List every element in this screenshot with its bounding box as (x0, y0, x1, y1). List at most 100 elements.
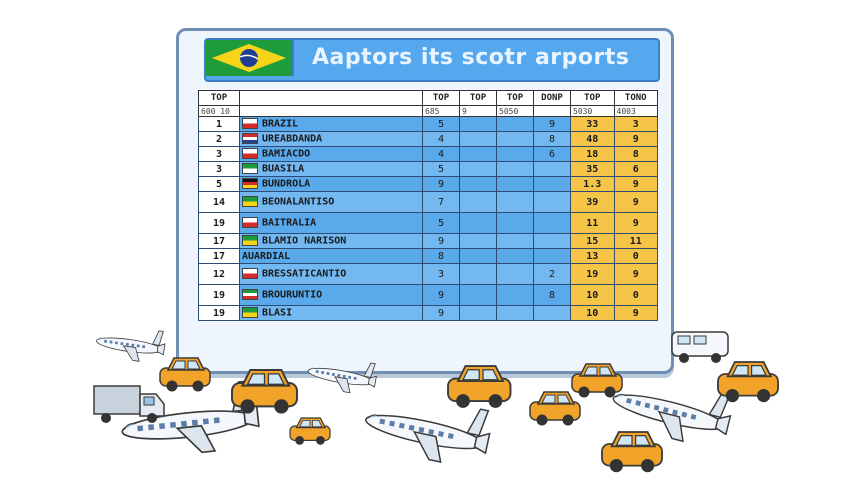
value-cell (459, 305, 497, 321)
rank-cell: 2 (198, 131, 240, 147)
value-cell (459, 248, 497, 264)
column-header: TOP (422, 90, 460, 106)
airport-name-label: BROURUNTIO (262, 289, 323, 301)
airport-name-label: UREABDANDA (262, 133, 323, 145)
airport-name-label: AUARDIAL (242, 250, 291, 262)
car-icon (159, 357, 211, 393)
value-cell (496, 116, 534, 132)
column-header: TONO (613, 90, 658, 106)
value-cell: 8 (533, 131, 571, 147)
airport-name-cell: BLAMIO NARISON (239, 233, 423, 249)
airport-name-label: BUASILA (262, 163, 305, 175)
country-flag-icon (242, 163, 258, 175)
value-cell (459, 263, 497, 285)
truck-icon (93, 385, 165, 423)
airport-name-label: BLASI (262, 307, 293, 319)
country-flag-icon (242, 148, 258, 160)
car-icon (289, 417, 331, 446)
gold-value-cell: 10 (570, 305, 615, 321)
airport-name-cell: BROURUNTIO (239, 284, 423, 306)
rank-cell: 5 (198, 176, 240, 192)
table-row: 3 BAMIACDO 4 6 18 8 (198, 146, 658, 162)
value-cell (533, 248, 571, 264)
airport-name-cell: BAITRALIA (239, 212, 423, 234)
airport-name-cell: BEONALANTISO (239, 191, 423, 213)
table-header-row: TOP TOP TOP TOP DONP TOP TONO (198, 90, 658, 106)
gold-value-cell: 8 (613, 146, 658, 162)
country-flag-icon (242, 178, 258, 190)
value-cell: 9 (422, 305, 460, 321)
gold-value-cell: 11 (613, 233, 658, 249)
value-cell: 5 (422, 161, 460, 177)
table-row: 2 UREABDANDA 4 8 48 9 (198, 131, 658, 147)
table-row: 19 BROURUNTIO 9 8 10 0 (198, 284, 658, 306)
gold-value-cell: 6 (613, 161, 658, 177)
gold-value-cell: 33 (570, 116, 615, 132)
value-cell: 9 (422, 284, 460, 306)
table-row: 17 BLAMIO NARISON 9 15 11 (198, 233, 658, 249)
gold-value-cell: 0 (613, 248, 658, 264)
country-flag-icon (242, 118, 258, 130)
rank-cell: 14 (198, 191, 240, 213)
column-header: DONP (533, 90, 571, 106)
value-cell: 9 (422, 176, 460, 192)
column-header: TOP (459, 90, 497, 106)
gold-value-cell: 9 (613, 305, 658, 321)
table-row: 14 BEONALANTISO 7 39 9 (198, 191, 658, 213)
board-title: Aaptors its scotr arports (312, 45, 630, 70)
gold-value-cell: 11 (570, 212, 615, 234)
value-cell (459, 161, 497, 177)
airplane-icon (94, 321, 168, 365)
column-header (239, 90, 423, 106)
gold-value-cell: 9 (613, 212, 658, 234)
table-body: 600 10 685 9 5050 5030 4003 1 BRAZIL 5 9 33 3… (198, 105, 658, 321)
gold-value-cell: 35 (570, 161, 615, 177)
country-flag-icon (242, 289, 258, 301)
airport-name-label: BUNDROLA (262, 178, 311, 190)
gold-value-cell: 0 (613, 284, 658, 306)
airport-name-label: BLAMIO NARISON (262, 235, 347, 247)
gold-value-cell: 3 (613, 116, 658, 132)
airport-name-label: BRESSATICANTIO (262, 268, 347, 280)
value-cell: 7 (422, 191, 460, 213)
value-cell (496, 305, 534, 321)
gold-value-cell: 9 (613, 131, 658, 147)
car-icon (601, 431, 663, 474)
airport-name-cell: BUNDROLA (239, 176, 423, 192)
table-row: 19 BLASI 9 10 9 (198, 305, 658, 321)
value-cell (533, 305, 571, 321)
gold-value-cell: 1.3 (570, 176, 615, 192)
car-icon (231, 369, 298, 415)
value-cell (533, 212, 571, 234)
table-row: 5 BUNDROLA 9 1.3 9 (198, 176, 658, 192)
value-cell: 4 (422, 146, 460, 162)
country-flag-icon (242, 196, 258, 208)
gold-value-cell: 19 (570, 263, 615, 285)
country-flag-icon (242, 307, 258, 319)
table-row: 1 BRAZIL 5 9 33 3 (198, 116, 658, 132)
car-icon (529, 391, 581, 427)
airport-name-label: BEONALANTISO (262, 196, 335, 208)
airport-ranking-table: TOP TOP TOP TOP DONP TOP TONO 600 10 685… (198, 90, 658, 321)
value-cell (496, 284, 534, 306)
value-cell: 3 (422, 263, 460, 285)
car-icon (447, 365, 512, 409)
value-cell (459, 212, 497, 234)
airport-name-label: BRAZIL (262, 118, 299, 130)
value-cell (533, 233, 571, 249)
value-cell: 2 (533, 263, 571, 285)
car-icon (717, 361, 779, 404)
country-flag-icon (242, 235, 258, 247)
gold-value-cell: 13 (570, 248, 615, 264)
value-cell (459, 233, 497, 249)
airport-name-cell: BLASI (239, 305, 423, 321)
country-flag-icon (242, 133, 258, 145)
gold-value-cell: 9 (613, 191, 658, 213)
table-row: 3 BUASILA 5 35 6 (198, 161, 658, 177)
rank-cell: 3 (198, 146, 240, 162)
airport-name-cell: UREABDANDA (239, 131, 423, 147)
airport-name-label: BAMIACDO (262, 148, 311, 160)
gold-value-cell: 39 (570, 191, 615, 213)
gold-value-cell: 15 (570, 233, 615, 249)
